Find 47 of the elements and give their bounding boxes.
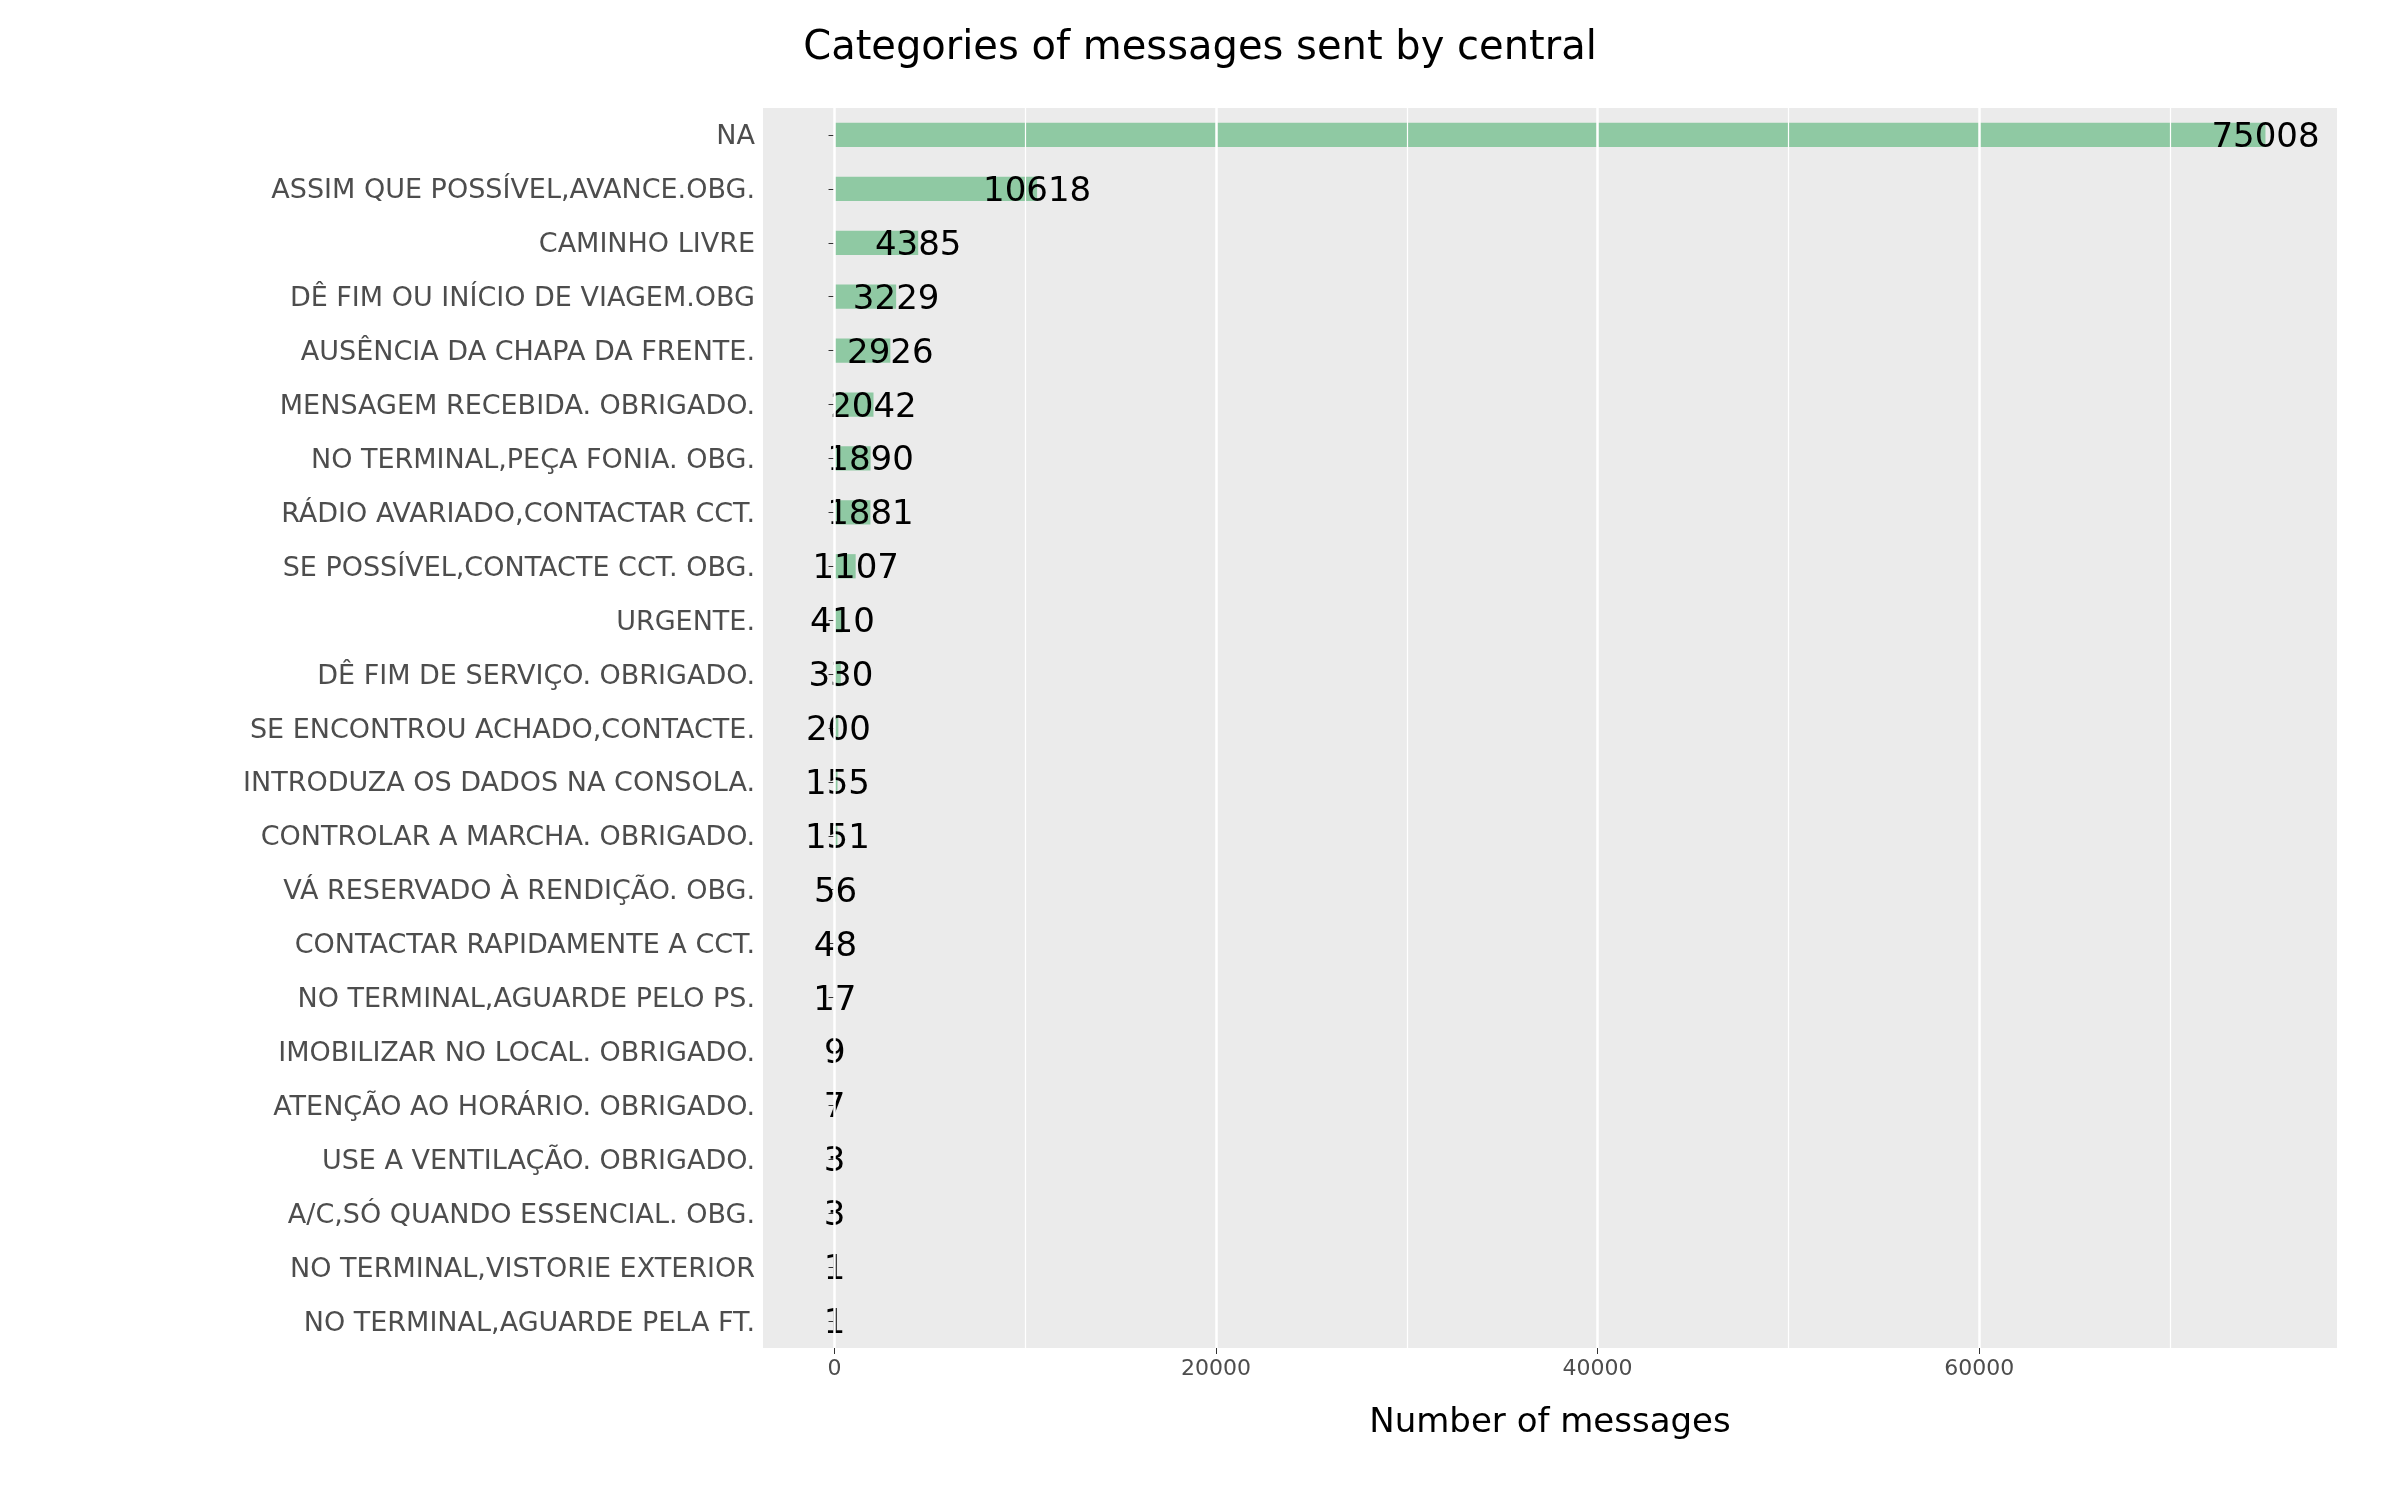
y-tick-label: SE POSSÍVEL,CONTACTE CCT. OBG. xyxy=(282,550,755,582)
data-label: 330 xyxy=(808,654,874,695)
y-tick-label: SE ENCONTROU ACHADO,CONTACTE. xyxy=(249,712,755,744)
y-tick-label: NO TERMINAL,VISTORIE EXTERIOR xyxy=(290,1251,755,1283)
x-axis-title: Number of messages xyxy=(1369,1400,1731,1440)
y-tick-label: CONTACTAR RAPIDAMENTE A CCT. xyxy=(294,928,755,960)
y-tick-label: AUSÊNCIA DA CHAPA DA FRENTE. xyxy=(300,335,755,367)
y-tick-label: NO TERMINAL,AGUARDE PELO PS. xyxy=(297,982,755,1014)
data-label: 1890 xyxy=(827,438,914,479)
y-tick-label: RÁDIO AVARIADO,CONTACTAR CCT. xyxy=(281,496,755,528)
data-label: 200 xyxy=(805,708,871,748)
x-tick-label: 20000 xyxy=(1181,1354,1252,1380)
data-label: 410 xyxy=(809,600,875,641)
data-label: 56 xyxy=(813,869,858,910)
y-tick-label: NA xyxy=(716,119,756,151)
y-tick-label: URGENTE. xyxy=(616,604,755,636)
data-label: 4385 xyxy=(874,222,962,263)
data-label: 2926 xyxy=(847,330,934,371)
data-label: 1107 xyxy=(812,546,899,587)
y-tick-label: INTRODUZA OS DADOS NA CONSOLA. xyxy=(243,766,755,798)
y-tick-label: VÁ RESERVADO À RENDIÇÃO. OBG. xyxy=(283,874,755,906)
data-label: 155 xyxy=(805,761,870,802)
data-label: 9 xyxy=(823,1031,846,1072)
data-label: 2042 xyxy=(830,384,917,425)
chart-title: Categories of messages sent by central xyxy=(803,22,1597,68)
data-label: 48 xyxy=(813,923,858,964)
y-tick-label: MENSAGEM RECEBIDA. OBRIGADO. xyxy=(279,389,755,421)
data-label: 1881 xyxy=(827,492,914,533)
x-tick-label: 40000 xyxy=(1562,1354,1633,1380)
y-tick-label: IMOBILIZAR NO LOCAL. OBRIGADO. xyxy=(278,1035,755,1067)
y-tick-label: CAMINHO LIVRE xyxy=(538,227,755,259)
y-tick-label: DÊ FIM DE SERVIÇO. OBRIGADO. xyxy=(317,658,755,690)
data-label: 17 xyxy=(813,977,857,1018)
y-tick-label: ATENÇÃO AO HORÁRIO. OBRIGADO. xyxy=(273,1089,755,1121)
y-tick-label: USE A VENTILAÇÃO. OBRIGADO. xyxy=(321,1143,755,1175)
y-tick-label: NO TERMINAL,PEÇA FONIA. OBG. xyxy=(310,442,755,474)
data-label: 10618 xyxy=(983,168,1092,209)
data-label: 151 xyxy=(804,815,870,856)
y-tick-label: A/C,SÓ QUANDO ESSENCIAL. OBG. xyxy=(287,1197,755,1229)
x-tick-label: 0 xyxy=(827,1354,842,1380)
y-tick-label: ASSIM QUE POSSÍVEL,AVANCE.OBG. xyxy=(271,173,755,205)
y-tick-label: NO TERMINAL,AGUARDE PELA FT. xyxy=(303,1305,755,1337)
y-tick-label: DÊ FIM OU INÍCIO DE VIAGEM.OBG xyxy=(289,281,755,313)
data-label: 75008 xyxy=(2211,114,2320,155)
data-label: 3229 xyxy=(852,276,940,317)
y-tick-label: CONTROLAR A MARCHA. OBRIGADO. xyxy=(260,820,755,852)
x-tick-label: 60000 xyxy=(1944,1354,2015,1380)
